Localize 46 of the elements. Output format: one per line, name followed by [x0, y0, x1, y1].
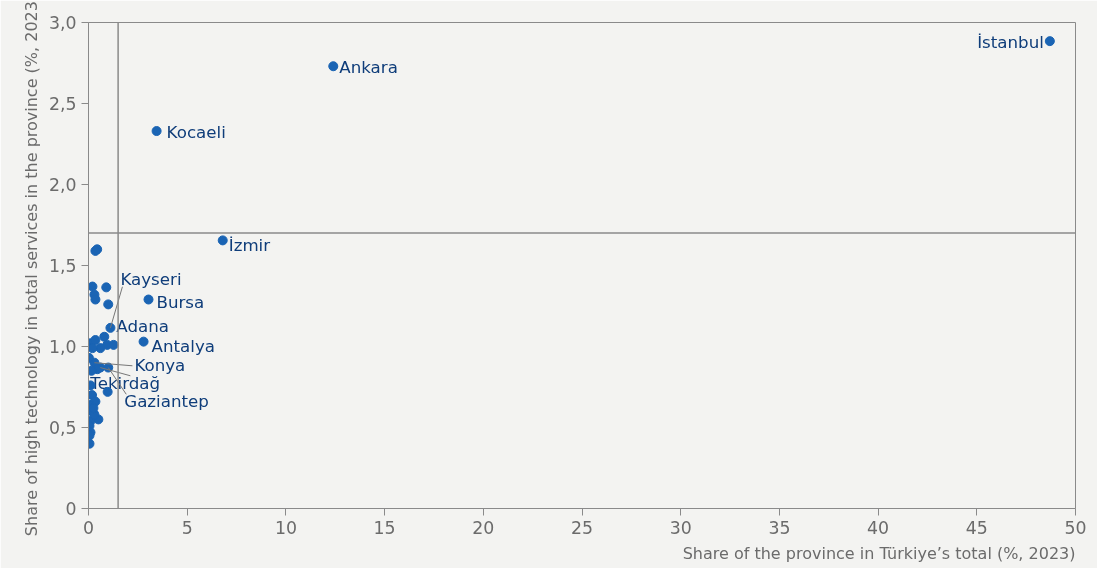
x-tick-label: 15 [373, 517, 396, 538]
annotation: Bursa [156, 293, 205, 313]
y-tick-label: 2,5 [48, 94, 77, 114]
point [328, 61, 339, 72]
y-tick-label: 3,0 [48, 13, 77, 33]
annotation: Ankara [339, 57, 398, 77]
point [103, 299, 114, 310]
point [88, 343, 98, 354]
x-tick-label: 0 [82, 517, 95, 538]
point [1044, 36, 1055, 47]
x-tick-label: 45 [965, 517, 988, 538]
annotation: Tekirdağ [89, 374, 161, 394]
point [217, 235, 228, 246]
x-tick-label: 50 [1064, 517, 1087, 538]
annotation: İzmir [228, 235, 271, 255]
x-tick-label: 40 [867, 517, 890, 538]
y-tick-label: 0 [65, 499, 77, 519]
point [101, 282, 112, 293]
y-tick-label: 1,5 [48, 256, 77, 276]
point [151, 126, 162, 137]
annotation: Adana [116, 317, 169, 337]
x-tick-label: 35 [768, 517, 791, 538]
y-axis-title: Share of high technology in total services in the province (%, 2023) [21, 0, 41, 537]
point [88, 365, 97, 376]
point [99, 331, 110, 342]
point [95, 343, 106, 354]
annotation: Kocaeli [166, 122, 226, 142]
annotation: İstanbul [977, 32, 1044, 52]
point [90, 335, 101, 346]
x-tick-label: 5 [181, 517, 193, 538]
point [143, 294, 154, 305]
y-tick-label: 2,0 [48, 175, 77, 195]
annotation: Kayseri [120, 270, 182, 290]
x-tick-label: 20 [472, 517, 495, 538]
point [105, 322, 116, 333]
x-axis-title: Share of the province in Türkiye’s total (%, 2023) [682, 543, 1076, 563]
annotation: Konya [134, 356, 186, 376]
point [88, 281, 98, 292]
x-tick-label: 10 [274, 517, 297, 538]
y-tick-label: 1,0 [48, 337, 77, 357]
annotation: Antalya [151, 337, 215, 357]
point [138, 336, 149, 347]
y-tick-label: 0,5 [48, 418, 77, 438]
x-tick-label: 25 [570, 517, 594, 538]
x-tick-label: 30 [669, 517, 692, 538]
annotation: Gaziantep [124, 392, 209, 412]
